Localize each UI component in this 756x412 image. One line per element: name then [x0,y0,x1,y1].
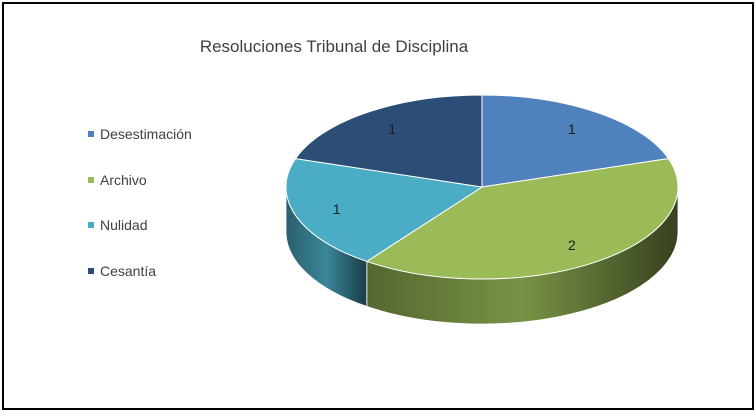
legend-label: Cesantía [100,262,157,279]
pie-slice-3 [294,94,483,188]
legend-swatch [88,131,94,137]
pie-slice-2 [285,158,484,262]
legend-label: Archivo [100,171,147,188]
data-label-3: 1 [388,121,396,137]
data-label-1: 2 [568,237,576,253]
legend-item-cesantia: Cesantía [88,261,192,281]
chart-title: Resoluciones Tribunal de Disciplina [199,37,469,56]
legend-swatch [88,176,94,183]
legend-label: Nulidad [100,217,148,233]
legend-label: Desestimación [100,126,192,142]
legend-item-archivo: Archivo [88,170,192,190]
chart-legend: Desestimación Archivo Nulidad Cesantía [88,124,192,306]
legend-item-desestimacion: Desestimación [88,124,192,144]
legend-swatch [88,267,94,274]
legend-swatch [88,222,94,228]
pie-top-faces [285,94,679,280]
pie-chart: 1 2 1 1 [285,94,679,325]
data-label-2: 1 [333,201,341,217]
data-label-0: 1 [568,121,576,137]
legend-item-nulidad: Nulidad [88,215,192,235]
pie-slice-1 [365,158,679,280]
pie-slice-0 [481,94,670,188]
